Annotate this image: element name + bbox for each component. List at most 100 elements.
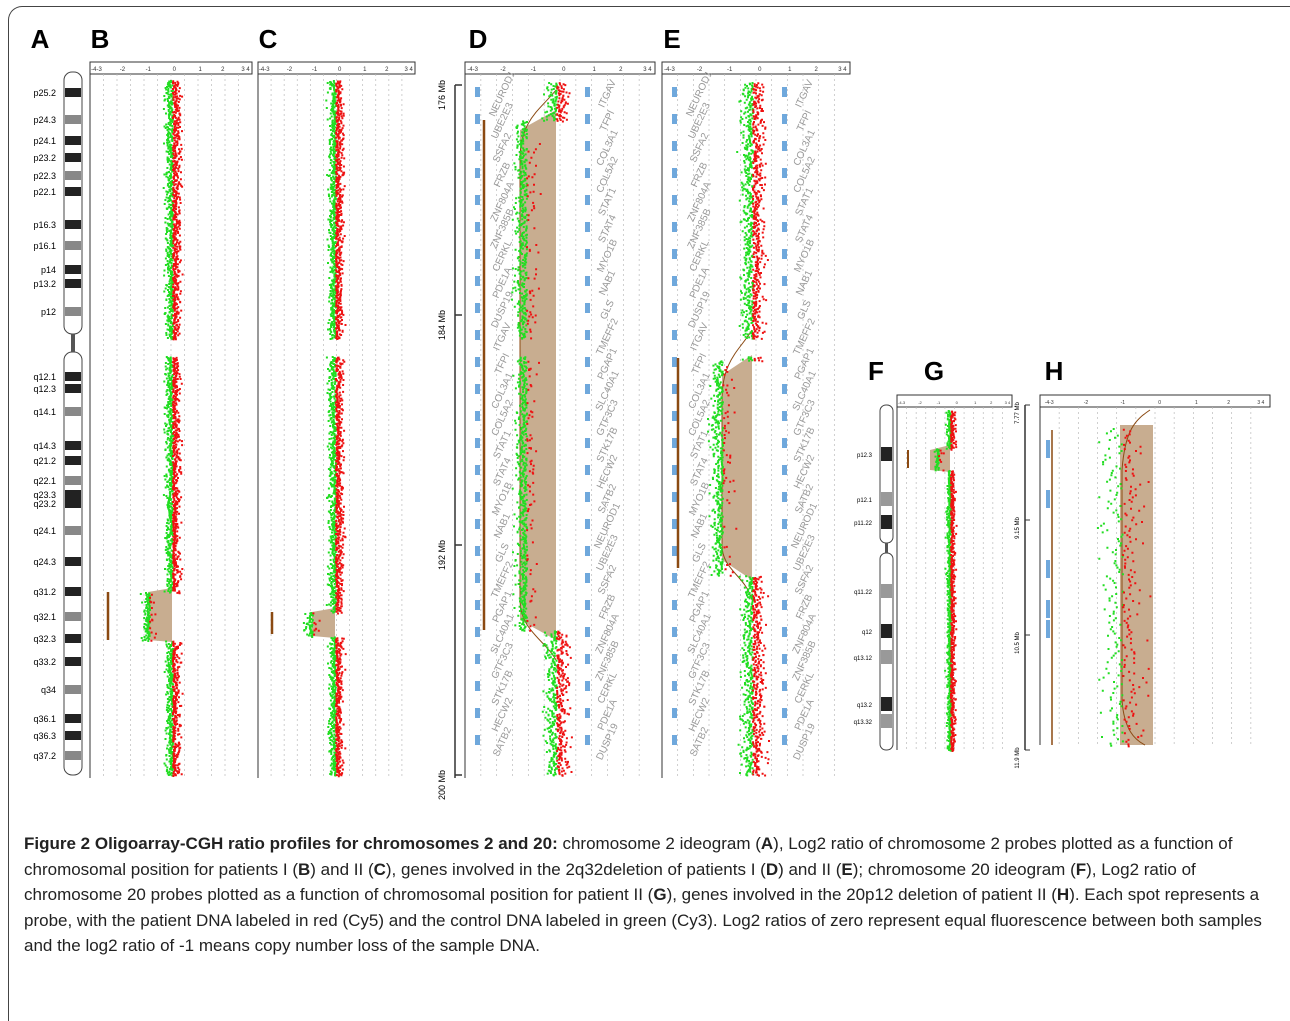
gene-marker (782, 681, 787, 691)
gene-label: TFPI (795, 109, 814, 133)
panel-label: D (469, 24, 488, 54)
log2-tick-label: 3 4 (405, 67, 414, 73)
gene-marker (672, 627, 677, 637)
band-label: q31.2 (33, 587, 56, 597)
mb-label: 11.9 Mb (1015, 747, 1021, 769)
gene-marker (585, 303, 590, 313)
gene-marker (475, 411, 480, 421)
deletion-area (312, 608, 335, 638)
gene-marker (672, 330, 677, 340)
band-label: q13.12 (854, 656, 873, 662)
gene-marker (1046, 440, 1050, 458)
ideogram-band (65, 153, 81, 162)
probe-dots-patient (149, 80, 184, 777)
band-label: p16.3 (33, 220, 56, 230)
gene-marker (475, 168, 480, 178)
band-label: p23.2 (33, 153, 56, 163)
gene-marker (672, 465, 677, 475)
axis-strip (90, 62, 252, 74)
caption-text: ) and II ( (310, 860, 373, 879)
axis-strip (897, 395, 1012, 407)
log2-tick-label: -4-3 (664, 67, 675, 73)
gene-marker (672, 708, 677, 718)
gene-marker (585, 114, 590, 124)
ideogram-band (881, 492, 892, 506)
band-label: p22.1 (33, 187, 56, 197)
ideogram-band (65, 441, 81, 450)
gene-marker (585, 195, 590, 205)
band-label: p14 (41, 265, 56, 275)
ideogram-band (65, 526, 81, 535)
gene-marker (1046, 560, 1050, 578)
gene-marker (475, 519, 480, 529)
probe-dots-control (1097, 428, 1124, 747)
gene-marker (475, 654, 480, 664)
caption-text: ), genes involved in the 2q32deletion of… (386, 860, 766, 879)
caption-panel-ref: C (374, 860, 386, 879)
gene-marker (782, 627, 787, 637)
ideogram-band (881, 697, 892, 711)
gene-marker (672, 411, 677, 421)
gene-marker (782, 87, 787, 97)
log2-tick-label: -2 (697, 67, 703, 73)
gene-marker (475, 573, 480, 583)
gene-marker (672, 249, 677, 259)
gene-marker (475, 141, 480, 151)
ideogram-band (65, 685, 81, 694)
gene-marker (585, 654, 590, 664)
gene-marker (782, 573, 787, 583)
gene-marker (672, 546, 677, 556)
gene-label: GLS (796, 298, 815, 321)
log2-tick-label: 1 (1195, 400, 1198, 406)
gene-label: GLS (599, 298, 618, 321)
log2-tick-label: 0 (1158, 400, 1161, 406)
log2-tick-label: 2 (1227, 400, 1230, 406)
gene-marker (782, 168, 787, 178)
band-label: q14.1 (33, 407, 56, 417)
panel-label: A (31, 24, 50, 54)
log2-tick-label: -1 (727, 67, 733, 73)
gene-marker (475, 735, 480, 745)
mb-label: 176 Mb (437, 80, 447, 110)
gene-marker (475, 87, 480, 97)
gene-marker (782, 600, 787, 610)
gene-marker (585, 141, 590, 151)
log2-tick-label: -1 (312, 67, 318, 73)
ideogram-band (65, 265, 81, 274)
caption-panel-ref: A (761, 834, 773, 853)
log2-tick-label: -4-3 (467, 67, 478, 73)
gene-marker (585, 519, 590, 529)
gene-marker (672, 222, 677, 232)
gene-label: ITGAV (794, 78, 816, 109)
panel-label: F (868, 356, 884, 386)
gene-marker (475, 384, 480, 394)
ideogram-band (65, 220, 81, 229)
band-label: p12.1 (857, 498, 873, 504)
gene-marker (585, 546, 590, 556)
band-label: q24.3 (33, 557, 56, 567)
ideogram-band (65, 490, 81, 499)
caption-title: Figure 2 Oligoarray-CGH ratio profiles f… (24, 834, 558, 853)
axis-strip (465, 62, 655, 74)
gene-marker (585, 330, 590, 340)
ideogram-band (65, 587, 81, 596)
band-label: q24.1 (33, 526, 56, 536)
band-label: p12 (41, 307, 56, 317)
ideogram-band (65, 115, 81, 124)
log2-tick-label: -2 (500, 67, 506, 73)
band-label: q36.1 (33, 714, 56, 724)
gene-marker (475, 438, 480, 448)
ideogram-band (65, 557, 81, 566)
band-label: p12.3 (857, 453, 873, 459)
band-label: q11.22 (854, 590, 873, 596)
mb-label: 9.15 Mb (1015, 517, 1021, 539)
band-label: q36.3 (33, 731, 56, 741)
ideogram-band (65, 187, 81, 196)
ideogram-band (65, 407, 81, 416)
gene-marker (782, 519, 787, 529)
gene-marker (1046, 600, 1050, 618)
caption-panel-ref: E (841, 860, 852, 879)
log2-tick-label: -2 (120, 67, 126, 73)
ideogram-band (881, 714, 892, 728)
band-label: q12 (862, 630, 873, 636)
